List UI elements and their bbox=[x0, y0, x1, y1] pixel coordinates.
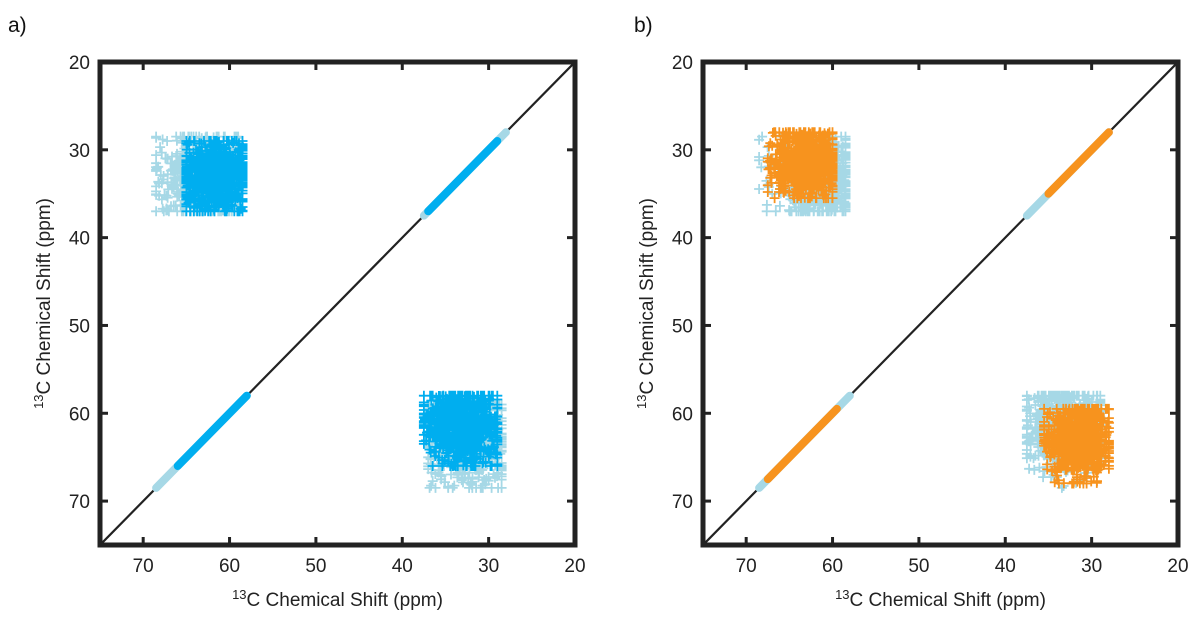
y-axis-label-superscript: 13 bbox=[634, 394, 649, 408]
x-tick-label: 60 bbox=[822, 556, 843, 577]
y-tick-label: 30 bbox=[69, 141, 90, 162]
x-tick-label: 40 bbox=[995, 556, 1016, 577]
axes-frame bbox=[700, 59, 1181, 548]
x-axis-label: 13C Chemical Shift (ppm) bbox=[835, 587, 1046, 612]
x-axis-label-superscript: 13 bbox=[835, 587, 849, 602]
y-axis-label: 13C Chemical Shift (ppm) bbox=[31, 198, 56, 409]
x-tick-label: 50 bbox=[305, 556, 326, 577]
y-axis-label-text: C Chemical Shift (ppm) bbox=[637, 198, 658, 394]
panel-label: a) bbox=[8, 14, 27, 37]
y-tick-label: 70 bbox=[672, 492, 693, 513]
diagonal-peak-segment bbox=[763, 404, 841, 484]
y-tick-label: 60 bbox=[672, 404, 693, 425]
x-axis-label: 13C Chemical Shift (ppm) bbox=[232, 587, 443, 612]
panel-label: b) bbox=[634, 14, 653, 37]
y-axis-label: 13C Chemical Shift (ppm) bbox=[634, 198, 659, 409]
x-tick-label: 30 bbox=[478, 556, 499, 577]
x-tick-label: 70 bbox=[736, 556, 757, 577]
x-tick-label: 20 bbox=[1167, 556, 1188, 577]
series-orange bbox=[762, 127, 1114, 489]
x-axis-label-superscript: 13 bbox=[232, 587, 246, 602]
y-tick-label: 50 bbox=[672, 316, 693, 337]
y-tick-label: 40 bbox=[69, 229, 90, 250]
diagonal-peak-segment bbox=[424, 137, 502, 216]
cross-peak-markers bbox=[181, 136, 248, 217]
y-tick-label: 60 bbox=[69, 404, 90, 425]
cross-peak-markers bbox=[1039, 403, 1114, 489]
plot-area bbox=[703, 62, 1178, 545]
y-tick-label: 30 bbox=[672, 141, 693, 162]
series-blue bbox=[173, 136, 503, 471]
diagonal-peak-segment bbox=[173, 391, 251, 470]
y-tick-label: 40 bbox=[672, 229, 693, 250]
y-tick-label: 50 bbox=[69, 316, 90, 337]
y-tick-label: 20 bbox=[69, 53, 90, 74]
y-tick-label: 70 bbox=[69, 492, 90, 513]
y-tick-label: 20 bbox=[672, 53, 693, 74]
cross-peak-markers bbox=[762, 127, 838, 204]
y-axis-label-text: C Chemical Shift (ppm) bbox=[34, 198, 55, 394]
x-tick-label: 70 bbox=[133, 556, 154, 577]
x-tick-label: 50 bbox=[908, 556, 929, 577]
y-axis-label-superscript: 13 bbox=[31, 394, 46, 408]
x-axis-label-text: C Chemical Shift (ppm) bbox=[247, 590, 443, 611]
diagonal-peak-segment bbox=[1044, 128, 1113, 198]
x-tick-label: 60 bbox=[219, 556, 240, 577]
axes-frame bbox=[97, 59, 578, 548]
plot-area bbox=[100, 62, 575, 545]
x-tick-label: 40 bbox=[392, 556, 413, 577]
cross-peak-markers bbox=[418, 390, 503, 471]
x-tick-label: 30 bbox=[1081, 556, 1102, 577]
x-tick-label: 20 bbox=[564, 556, 585, 577]
x-axis-label-text: C Chemical Shift (ppm) bbox=[850, 590, 1046, 611]
